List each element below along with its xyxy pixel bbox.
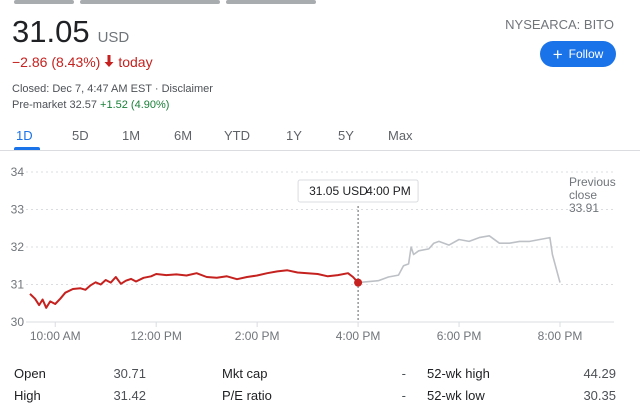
change-value: −2.86 (8.43%) [12, 54, 101, 70]
premarket-label: Pre-market 32.57 [12, 99, 97, 111]
x-tick-label: 10:00 AM [30, 329, 81, 343]
y-tick-label: 31 [11, 278, 25, 292]
tab-5y[interactable]: 5Y [338, 128, 354, 143]
divider [0, 150, 640, 151]
pe-ratio-value: - [401, 388, 406, 403]
active-tab-indicator [14, 147, 40, 150]
premarket-change: +1.52 (4.90%) [100, 99, 170, 111]
price-change: −2.86 (8.43%) today [12, 54, 153, 70]
plus-icon: + [552, 44, 563, 64]
tab-1d[interactable]: 1D [16, 128, 33, 143]
stats-row: High 31.42 P/E ratio - 52-wk low 30.35 [0, 388, 640, 405]
range-tabs: 1D 5D 1M 6M YTD 1Y 5Y Max [12, 128, 452, 150]
y-tick-label: 34 [11, 165, 25, 179]
tooltip-box [297, 179, 419, 203]
tab-1m[interactable]: 1M [122, 128, 141, 143]
52wk-high-value: 44.29 [583, 366, 616, 381]
high-label: High [14, 388, 41, 403]
stats-row: Open 30.71 Mkt cap - 52-wk high 44.29 [0, 366, 640, 386]
x-tick-label: 8:00 PM [538, 329, 583, 343]
tab-ytd[interactable]: YTD [224, 128, 250, 143]
x-tick-label: 12:00 PM [131, 329, 182, 343]
tab-6m[interactable]: 6M [174, 128, 193, 143]
tooltip-time: 4:00 PM [366, 184, 411, 198]
price-row: 31.05 USD [12, 14, 129, 50]
52wk-low-label: 52-wk low [427, 388, 485, 403]
x-tick-label: 6:00 PM [437, 329, 482, 343]
open-label: Open [14, 366, 46, 381]
market-status: Closed: Dec 7, 4:47 AM EST · Disclaimer [12, 83, 213, 95]
tab-5d[interactable]: 5D [72, 128, 89, 143]
closed-text: Closed: Dec 7, 4:47 AM EST · Disclaimer [12, 83, 213, 95]
follow-button[interactable]: + Follow [540, 41, 616, 67]
tab-1y[interactable]: 1Y [286, 128, 302, 143]
previous-close-label: close [569, 188, 597, 202]
mkt-cap-value: - [401, 366, 406, 381]
premarket-info: Pre-market 32.57 +1.52 (4.90%) [12, 99, 169, 111]
x-tick-label: 4:00 PM [336, 329, 381, 343]
down-arrow-icon [104, 54, 114, 70]
mkt-cap-label: Mkt cap [222, 366, 268, 381]
currency-label: USD [97, 29, 130, 46]
cropped-header-remnant [14, 0, 344, 4]
follow-label: Follow [568, 47, 604, 61]
52wk-low-value: 30.35 [583, 388, 616, 403]
open-value: 30.71 [113, 366, 146, 381]
x-tick-label: 2:00 PM [235, 329, 280, 343]
previous-close-label: Previous [569, 175, 616, 189]
pe-ratio-label: P/E ratio [222, 388, 272, 403]
y-tick-label: 30 [11, 315, 25, 329]
price-chart[interactable]: 30 31 32 33 34 10:00 AM 12:00 PM 2:00 PM 4:00 PM… [0, 152, 640, 350]
tab-max[interactable]: Max [388, 128, 413, 143]
change-period: today [118, 54, 153, 70]
tooltip-value: 31.05 USD [309, 184, 368, 198]
y-tick-label: 32 [11, 240, 25, 254]
current-price: 31.05 [12, 14, 90, 49]
52wk-high-label: 52-wk high [427, 366, 490, 381]
y-tick-label: 33 [11, 203, 25, 217]
high-value: 31.42 [113, 388, 146, 403]
after-hours-series-line [358, 235, 561, 284]
previous-close-label: 33.91 [569, 201, 599, 215]
exchange-ticker: NYSEARCA: BITO [505, 17, 614, 32]
hover-point [354, 278, 363, 287]
regular-series-line [29, 269, 359, 309]
